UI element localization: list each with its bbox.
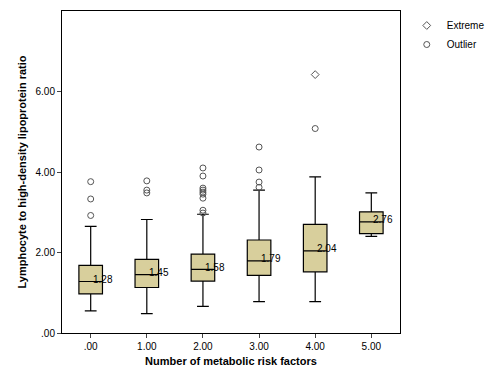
svg-text:Lymphocyte to high-density lip: Lymphocyte to high-density lipoprotein r… bbox=[16, 55, 28, 288]
svg-text:1.79: 1.79 bbox=[261, 253, 281, 264]
svg-text:Extreme: Extreme bbox=[447, 20, 485, 31]
svg-text:6.00: 6.00 bbox=[36, 86, 56, 97]
svg-text:4.00: 4.00 bbox=[36, 167, 56, 178]
svg-text:1.28: 1.28 bbox=[93, 274, 113, 285]
svg-text:Number of metabolic risk facto: Number of metabolic risk factors bbox=[145, 355, 317, 367]
svg-text:Outlier: Outlier bbox=[447, 39, 477, 50]
svg-text:4.00: 4.00 bbox=[305, 341, 325, 352]
svg-text:1.45: 1.45 bbox=[149, 267, 169, 278]
svg-text:3.00: 3.00 bbox=[249, 341, 269, 352]
svg-text:1.00: 1.00 bbox=[137, 341, 157, 352]
svg-text:2.00: 2.00 bbox=[36, 247, 56, 258]
svg-text:5.00: 5.00 bbox=[362, 341, 382, 352]
svg-text:2.00: 2.00 bbox=[193, 341, 213, 352]
svg-text:2.76: 2.76 bbox=[373, 214, 393, 225]
svg-text:1.58: 1.58 bbox=[205, 262, 225, 273]
svg-text:.00: .00 bbox=[84, 341, 98, 352]
svg-text:.00: .00 bbox=[41, 328, 55, 339]
svg-text:2.04: 2.04 bbox=[317, 243, 337, 254]
